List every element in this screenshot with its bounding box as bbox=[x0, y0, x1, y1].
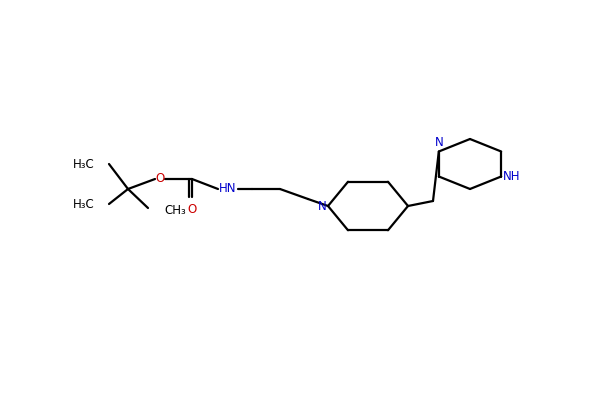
Text: H₃C: H₃C bbox=[73, 158, 95, 170]
Text: O: O bbox=[155, 172, 164, 186]
Text: CH₃: CH₃ bbox=[164, 205, 186, 217]
Text: H₃C: H₃C bbox=[73, 198, 95, 211]
Text: N: N bbox=[434, 136, 443, 150]
Text: HN: HN bbox=[219, 182, 237, 196]
Text: NH: NH bbox=[503, 170, 521, 183]
Text: O: O bbox=[187, 203, 197, 216]
Text: N: N bbox=[318, 200, 327, 213]
